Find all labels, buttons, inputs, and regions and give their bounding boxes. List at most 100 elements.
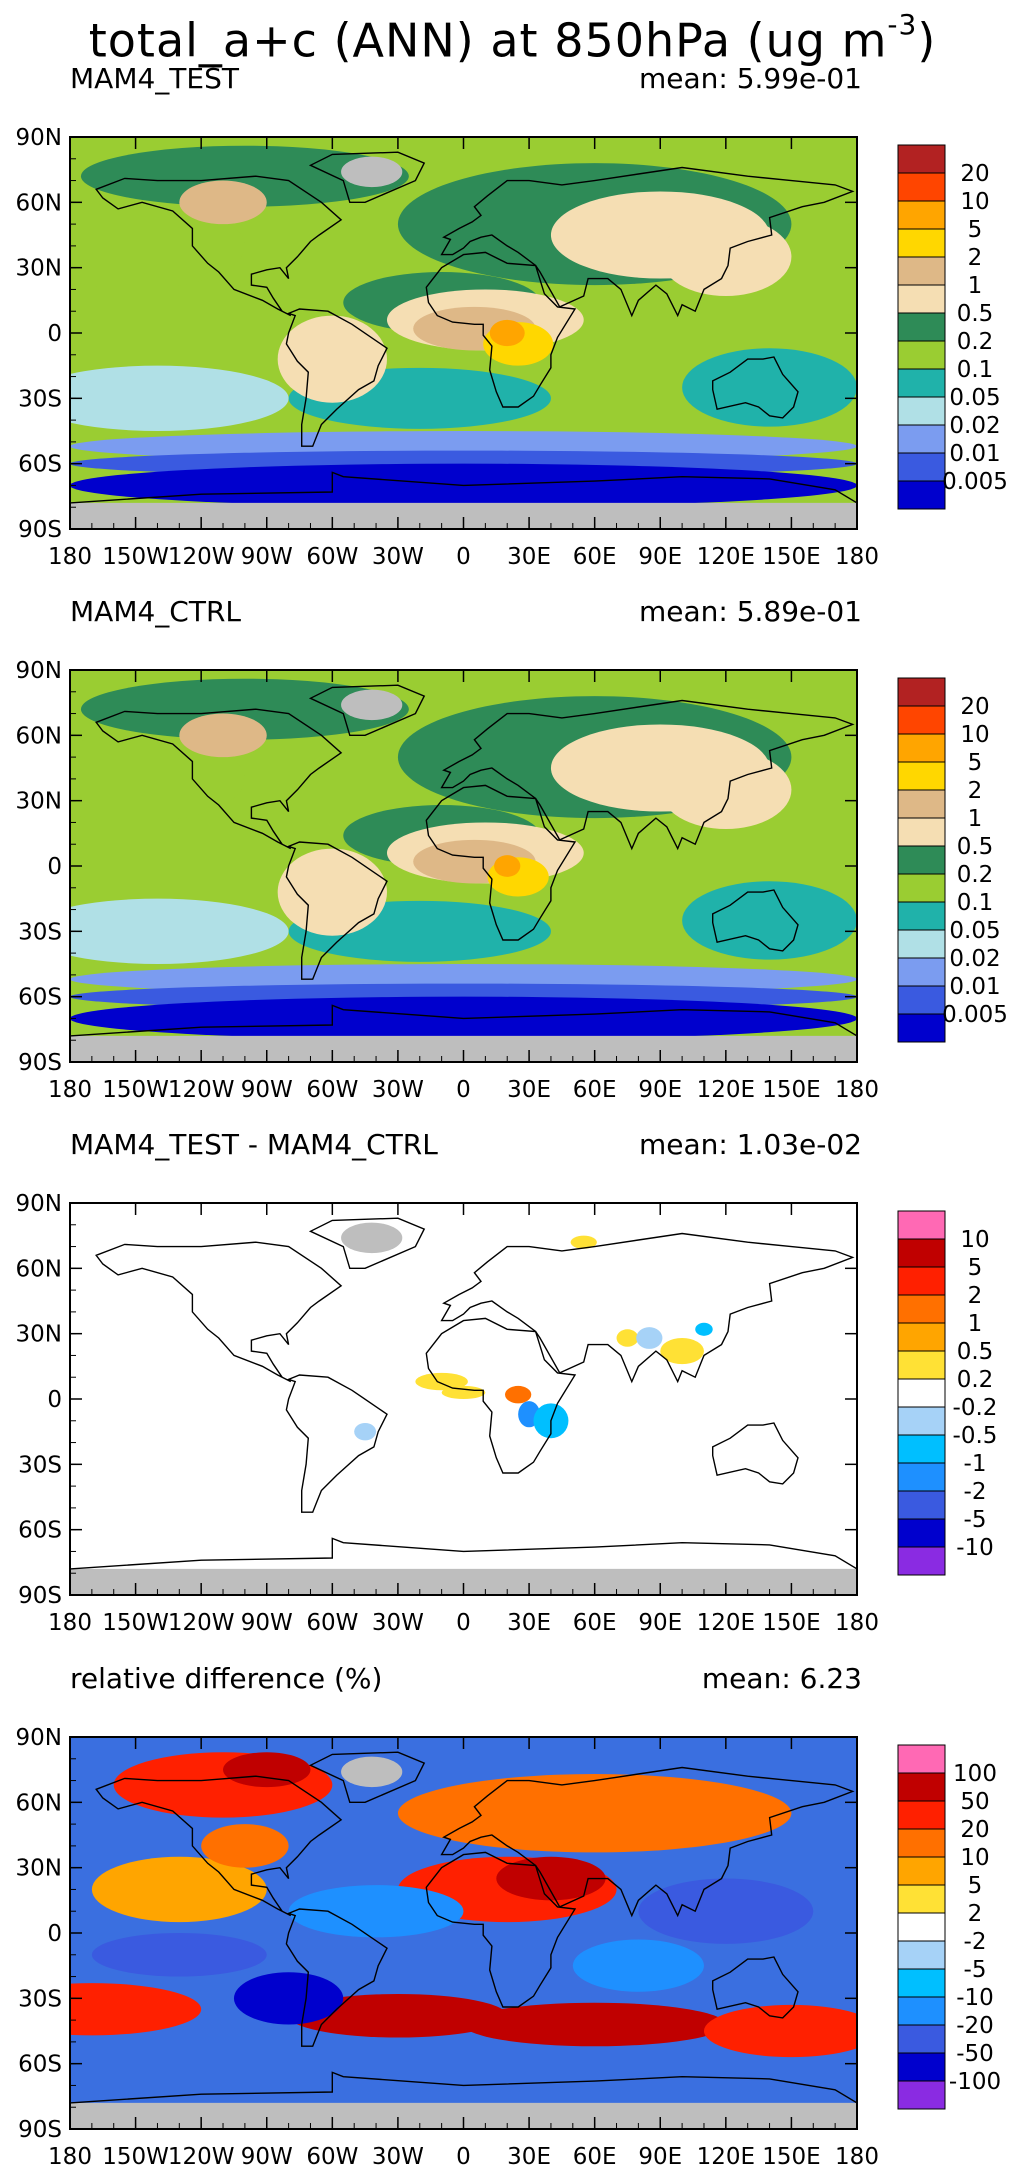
x-tick-label: 120E <box>697 1077 755 1103</box>
colorbar-swatch <box>897 789 946 819</box>
y-tick-label: 30S <box>18 386 62 412</box>
x-tick-label: 30E <box>507 2144 551 2170</box>
missing-data-region <box>341 1756 403 1788</box>
x-tick-label: 90E <box>638 2144 682 2170</box>
colorbar-label: 1 <box>968 1311 983 1337</box>
contour-region <box>570 1235 597 1249</box>
contour-region <box>695 1322 713 1336</box>
colorbar-swatch <box>897 957 946 987</box>
colorbar-swatch <box>897 1772 946 1802</box>
colorbar-label: 0.01 <box>949 974 1000 1000</box>
contour-region <box>277 848 387 936</box>
y-tick-label: 90S <box>18 517 62 543</box>
x-tick-label: 150W <box>102 1610 169 1636</box>
y-tick-label: 60S <box>18 452 62 478</box>
coastline <box>308 1751 426 1804</box>
contour-region <box>70 898 289 964</box>
colorbar-swatch <box>897 1013 946 1043</box>
coastline <box>308 1217 426 1270</box>
y-tick-label: 0 <box>47 854 62 880</box>
colorbar-swatch <box>897 1940 946 1970</box>
colorbar-swatch <box>897 480 946 510</box>
colorbar-swatch <box>897 1350 946 1380</box>
colorbar-label: 0.5 <box>957 301 994 327</box>
contour-region <box>179 180 267 225</box>
coastline <box>95 1775 343 1917</box>
coastline <box>285 1374 388 1513</box>
x-tick-label: 180 <box>48 2144 92 2170</box>
y-tick-label: 90N <box>16 1725 62 1751</box>
y-tick-label: 60N <box>16 723 62 749</box>
coastline <box>95 708 343 850</box>
x-tick-label: 0 <box>456 544 471 570</box>
colorbar-label: 2 <box>968 245 983 271</box>
colorbar-label: 1 <box>968 806 983 832</box>
missing-data-region <box>341 1222 403 1254</box>
contour-region <box>233 1972 344 2025</box>
x-tick-label: 120W <box>168 544 235 570</box>
contour-region <box>288 1885 464 1938</box>
x-tick-label: 60E <box>573 2144 617 2170</box>
x-tick-label: 0 <box>456 1610 471 1636</box>
colorbar-swatch <box>897 340 946 370</box>
coastline <box>70 471 857 529</box>
coastline <box>712 1956 799 2019</box>
contour-region <box>91 1856 267 1923</box>
x-tick-label: 60E <box>573 1077 617 1103</box>
colorbar-swatch <box>897 1518 946 1548</box>
contour-region <box>80 145 409 207</box>
coastline <box>70 1004 857 1062</box>
contour-region <box>70 735 245 823</box>
colorbar-label: 0.5 <box>957 834 994 860</box>
colorbar-label: 50 <box>960 1789 989 1815</box>
y-tick-label: 90N <box>16 125 62 151</box>
x-tick-label: 30E <box>507 1610 551 1636</box>
x-tick-label: 0 <box>456 1077 471 1103</box>
x-tick-label: 180 <box>835 2144 879 2170</box>
x-tick-label: 120E <box>697 2144 755 2170</box>
x-tick-label: 30E <box>507 1077 551 1103</box>
y-tick-label: 90N <box>16 1191 62 1217</box>
panel-mean: mean: 5.89e-01 <box>638 595 862 628</box>
y-tick-label: 0 <box>47 1387 62 1413</box>
x-tick-label: 90W <box>241 1610 293 1636</box>
y-tick-label: 0 <box>47 321 62 347</box>
colorbar-swatch <box>897 1378 946 1408</box>
x-tick-label: 90W <box>241 2144 293 2170</box>
colorbar-swatch <box>897 1210 946 1240</box>
y-tick-label: 60S <box>18 1518 62 1544</box>
colorbar-label: -5 <box>964 1507 987 1533</box>
contour-region <box>288 1993 508 2038</box>
colorbar-swatch <box>897 2024 946 2054</box>
colorbar-swatch <box>897 733 946 763</box>
coastline <box>285 1908 388 2047</box>
x-tick-label: 60W <box>306 544 358 570</box>
map-field <box>70 1203 857 1595</box>
x-tick-label: 90W <box>241 1077 293 1103</box>
x-tick-label: 120W <box>168 1077 235 1103</box>
colorbar-swatch <box>897 1266 946 1296</box>
x-tick-label: 180 <box>48 1077 92 1103</box>
colorbar-swatch <box>897 228 946 258</box>
colorbar-label: -2 <box>964 1929 987 1955</box>
colorbar-label: 0.2 <box>957 1367 994 1393</box>
contour-region <box>179 713 267 758</box>
x-tick-label: 150E <box>762 2144 820 2170</box>
colorbar-label: -10 <box>956 1985 994 2011</box>
panel-mean: mean: 5.99e-01 <box>638 62 862 95</box>
coastline <box>712 1422 799 1485</box>
colorbar-swatch <box>897 1406 946 1436</box>
contour-region <box>638 1878 814 1944</box>
map-field <box>70 670 857 1062</box>
coastline <box>285 308 388 447</box>
colorbar-swatch <box>897 1434 946 1464</box>
missing-data-region <box>341 689 403 721</box>
colorbar-swatch <box>897 144 946 174</box>
x-tick-label: 60W <box>306 1077 358 1103</box>
x-tick-label: 180 <box>835 1610 879 1636</box>
contour-region <box>572 1939 704 1992</box>
coastline <box>95 175 343 317</box>
contour-region <box>636 1327 663 1349</box>
